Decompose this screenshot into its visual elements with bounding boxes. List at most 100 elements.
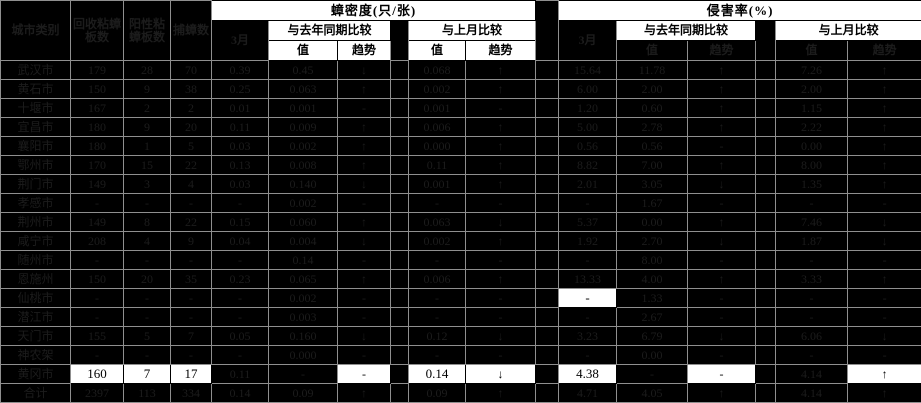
cell-i-month[interactable]: - [559,308,617,327]
cell-d-month[interactable]: - [212,251,269,270]
cell-name[interactable]: 襄阳市 [1,137,71,156]
cell-caught[interactable]: 7 [171,327,212,346]
cell-d-mo-trend[interactable]: ↑ [466,232,536,251]
cell-d-month[interactable]: 0.03 [212,137,269,156]
cell-i-month[interactable]: 8.82 [559,156,617,175]
cell-d-yr-trend[interactable]: - [338,308,391,327]
cell-i-mo-trend[interactable]: ↑ [848,61,921,80]
cell-i-yr-trend[interactable]: - [688,346,756,365]
cell-d-month[interactable]: 0.23 [212,270,269,289]
cell-d-mo-val[interactable]: 0.068 [409,61,466,80]
cell-recovered[interactable]: - [71,251,124,270]
cell-d-mo-val[interactable]: 0.09 [409,384,466,403]
cell-i-month[interactable]: 2.01 [559,175,617,194]
cell-caught[interactable]: - [171,289,212,308]
cell-i-yr-val[interactable]: 3.05 [617,175,688,194]
cell-d-yr-val[interactable]: 0.002 [269,137,338,156]
cell-d-month[interactable]: 0.05 [212,327,269,346]
cell-d-yr-val[interactable]: 0.160 [269,327,338,346]
cell-caught[interactable]: 17 [171,365,212,384]
cell-i-month[interactable]: - [559,194,617,213]
cell-recovered[interactable]: - [71,308,124,327]
cell-d-mo-trend[interactable]: ↓ [466,213,536,232]
cell-name[interactable]: 荆门市 [1,175,71,194]
cell-d-mo-trend[interactable]: - [466,346,536,365]
cell-d-month[interactable]: 0.01 [212,99,269,118]
cell-i-yr-trend[interactable]: ↑ [688,61,756,80]
cell-name[interactable]: 黄冈市 [1,365,71,384]
cell-d-month[interactable]: 0.14 [212,384,269,403]
cell-positive[interactable]: - [124,194,171,213]
cell-name[interactable]: 随州市 [1,251,71,270]
cell-d-yr-trend[interactable]: ↑ [338,270,391,289]
cell-recovered[interactable]: 179 [71,61,124,80]
cell-d-mo-val[interactable]: - [409,308,466,327]
cell-d-mo-trend[interactable]: - [466,194,536,213]
cell-caught[interactable]: 38 [171,80,212,99]
cell-i-mo-val[interactable]: 1.35 [776,175,848,194]
cell-name[interactable]: 孝感市 [1,194,71,213]
cell-d-mo-trend[interactable]: - [466,289,536,308]
cell-i-mo-trend[interactable]: ↓ [848,213,921,232]
cell-i-mo-trend[interactable]: ↑ [848,175,921,194]
cell-i-yr-val[interactable]: 4.00 [617,270,688,289]
cell-d-month[interactable]: 0.03 [212,175,269,194]
cell-d-yr-val[interactable]: 0.09 [269,384,338,403]
cell-recovered[interactable]: 150 [71,270,124,289]
cell-d-mo-trend[interactable]: ↑ [466,80,536,99]
cell-d-mo-val[interactable]: 0.001 [409,175,466,194]
cell-i-yr-val[interactable]: 6.79 [617,327,688,346]
cell-positive[interactable]: - [124,289,171,308]
cell-d-month[interactable]: - [212,308,269,327]
cell-d-yr-val[interactable]: 0.065 [269,270,338,289]
cell-d-yr-val[interactable]: 0.140 [269,175,338,194]
cell-name[interactable]: 天门市 [1,327,71,346]
cell-d-month[interactable]: 0.11 [212,365,269,384]
cell-i-mo-trend[interactable]: - [848,346,921,365]
cell-i-yr-val[interactable]: 1.33 [617,289,688,308]
cell-i-yr-val[interactable]: 8.00 [617,251,688,270]
cell-i-mo-val[interactable]: 7.46 [776,213,848,232]
cell-d-yr-val[interactable]: 0.45 [269,61,338,80]
cell-caught[interactable]: - [171,194,212,213]
cell-d-month[interactable]: 0.11 [212,118,269,137]
cell-d-mo-trend[interactable]: ↑ [466,61,536,80]
cell-d-mo-trend[interactable]: ↑ [466,118,536,137]
cell-name[interactable]: 黄石市 [1,80,71,99]
cell-recovered[interactable]: 2397 [71,384,124,403]
cell-name[interactable]: 十堰市 [1,99,71,118]
cell-i-month[interactable]: 13.33 [559,270,617,289]
cell-d-month[interactable]: 0.39 [212,61,269,80]
cell-i-yr-val[interactable]: 11.78 [617,61,688,80]
cell-d-yr-trend[interactable]: ↑ [338,137,391,156]
cell-caught[interactable]: 5 [171,137,212,156]
cell-d-yr-trend[interactable]: - [338,99,391,118]
cell-name[interactable]: 荆州市 [1,213,71,232]
cell-i-yr-trend[interactable]: ↑ [688,99,756,118]
cell-caught[interactable]: 20 [171,118,212,137]
cell-i-yr-val[interactable]: 1.67 [617,194,688,213]
cell-name[interactable]: 潜江市 [1,308,71,327]
cell-name[interactable]: 合计 [1,384,71,403]
cell-d-month[interactable]: 0.25 [212,80,269,99]
cell-d-yr-trend[interactable]: - [338,251,391,270]
cell-recovered[interactable]: - [71,194,124,213]
cell-i-yr-val[interactable]: 0.60 [617,99,688,118]
cell-d-mo-trend[interactable]: - [466,251,536,270]
cell-d-mo-trend[interactable]: ↑ [466,137,536,156]
cell-d-mo-trend[interactable]: ↑ [466,270,536,289]
cell-recovered[interactable]: - [71,346,124,365]
cell-d-mo-val[interactable]: - [409,194,466,213]
cell-i-month[interactable]: - [559,346,617,365]
cell-i-yr-trend[interactable]: ↑ [688,270,756,289]
cell-d-mo-trend[interactable]: - [466,308,536,327]
cell-caught[interactable]: 22 [171,213,212,232]
cell-i-yr-val[interactable]: 0.00 [617,346,688,365]
cell-name[interactable]: 仙桃市 [1,289,71,308]
cell-d-yr-trend[interactable]: ↓ [338,61,391,80]
cell-i-month[interactable]: 5.37 [559,213,617,232]
cell-i-yr-val[interactable]: 0.00 [617,213,688,232]
cell-i-yr-trend[interactable]: ↑ [688,156,756,175]
cell-i-mo-val[interactable]: 4.14 [776,384,848,403]
cell-i-yr-trend[interactable]: ↓ [688,175,756,194]
